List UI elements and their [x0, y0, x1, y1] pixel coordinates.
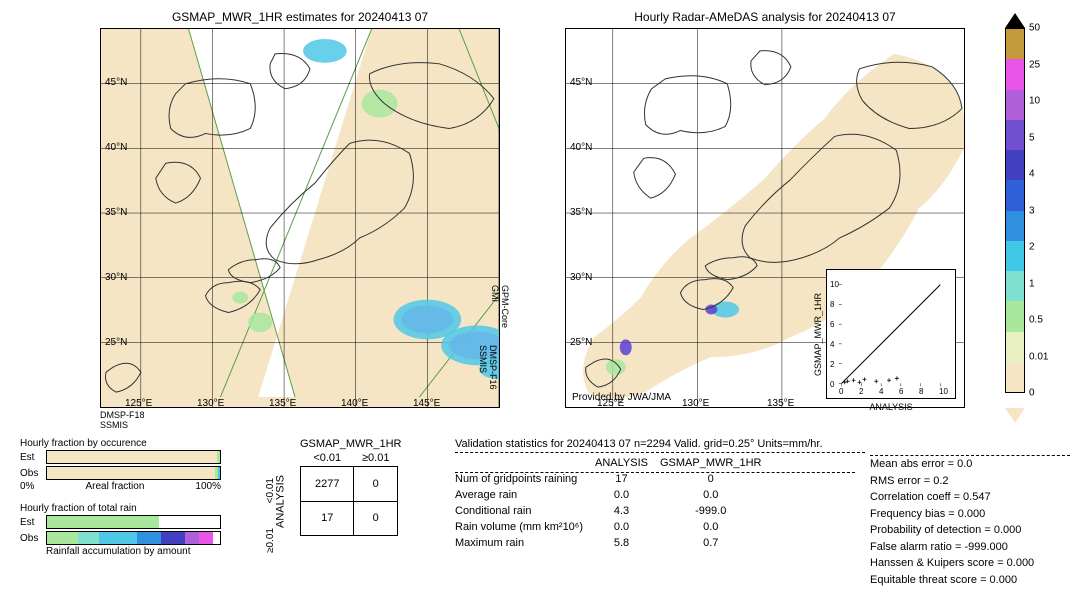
- fraction-total-footer: Rainfall accumulation by amount: [46, 546, 221, 557]
- contingency-table: GSMAP_MWR_1HR <0.01≥0.01 ANALYSIS 22770 …: [260, 438, 401, 450]
- sat-label-f18: DMSP-F18SSMIS: [100, 410, 145, 430]
- scatter-ylabel: GSMAP_MWR_1HR: [813, 270, 823, 398]
- sat-label-f16: DMSP-F16SSMIS: [478, 345, 498, 390]
- fraction-total: Hourly fraction of total rain EstObs Rai…: [20, 503, 221, 557]
- right-map: ANALYSIS GSMAP_MWR_1HR 0246810 0246810 P…: [565, 28, 965, 408]
- sat-label-gmi: GPM-CoreGMI: [490, 285, 510, 328]
- scatter-plot: ANALYSIS GSMAP_MWR_1HR 0246810 0246810: [826, 269, 956, 399]
- scatter-xlabel: ANALYSIS: [827, 402, 955, 412]
- fraction-occurrence: Hourly fraction by occurence EstObs 0% A…: [20, 438, 221, 492]
- colorbar: 502510543210.50.010: [1005, 28, 1025, 408]
- left-map: [100, 28, 500, 408]
- fraction-total-title: Hourly fraction of total rain: [20, 503, 221, 514]
- metrics-list: Mean abs error = 0.0RMS error = 0.2Corre…: [870, 456, 1034, 588]
- fraction-occ-title: Hourly fraction by occurence: [20, 438, 221, 449]
- validation-stats: Validation statistics for 20240413 07 n=…: [455, 438, 865, 551]
- left-map-title: GSMAP_MWR_1HR estimates for 20240413 07: [100, 10, 500, 24]
- right-map-title: Hourly Radar-AMeDAS analysis for 2024041…: [565, 10, 965, 24]
